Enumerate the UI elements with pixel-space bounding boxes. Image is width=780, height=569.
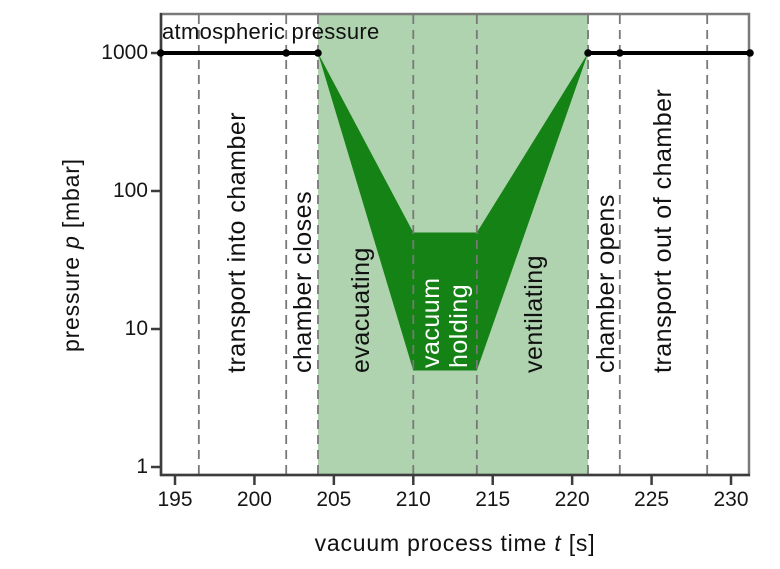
pressure-band: [317, 53, 589, 371]
x-tick-label-205: 205: [316, 488, 352, 511]
line-marker-dot: [584, 49, 592, 57]
x-tick-label-210: 210: [395, 488, 431, 511]
atmospheric-pressure-label: atmospheric pressure: [162, 19, 380, 44]
line-marker-dot: [156, 49, 165, 57]
x-tick-label-225: 225: [634, 488, 670, 511]
phase-label-transport-out-of-chamber: transport out of chamber: [648, 88, 677, 373]
y-tick-label-100: 100: [112, 179, 148, 202]
x-axis-title-text: vacuum process time: [314, 530, 555, 556]
line-marker-dot: [746, 49, 754, 57]
phase-label-vacuum-holding: vacuum holding: [417, 277, 474, 368]
x-axis-title-unit: [s]: [561, 530, 596, 556]
line-marker-dot: [616, 49, 624, 57]
y-axis-title: pressure p [mbar]: [58, 158, 252, 379]
y-tick-label-1000: 1000: [101, 41, 148, 64]
y-axis-title-text: pressure: [58, 248, 84, 352]
x-axis-title-symbol: t: [554, 530, 562, 556]
y-tick-label-1: 1: [136, 455, 148, 478]
x-tick-label-215: 215: [475, 488, 511, 511]
y-tick-label-10: 10: [124, 317, 148, 340]
x-tick-label-200: 200: [236, 488, 272, 511]
y-axis-title-unit: [mbar]: [58, 158, 84, 236]
y-axis-title-symbol: p: [58, 235, 84, 249]
line-marker-dot: [282, 49, 291, 57]
x-axis-title: vacuum process time t [s]: [315, 530, 596, 557]
x-tick-label-195: 195: [157, 488, 193, 511]
x-tick-label-220: 220: [554, 488, 590, 511]
line-marker-dot: [314, 49, 322, 57]
x-tick-label-230: 230: [713, 488, 749, 511]
